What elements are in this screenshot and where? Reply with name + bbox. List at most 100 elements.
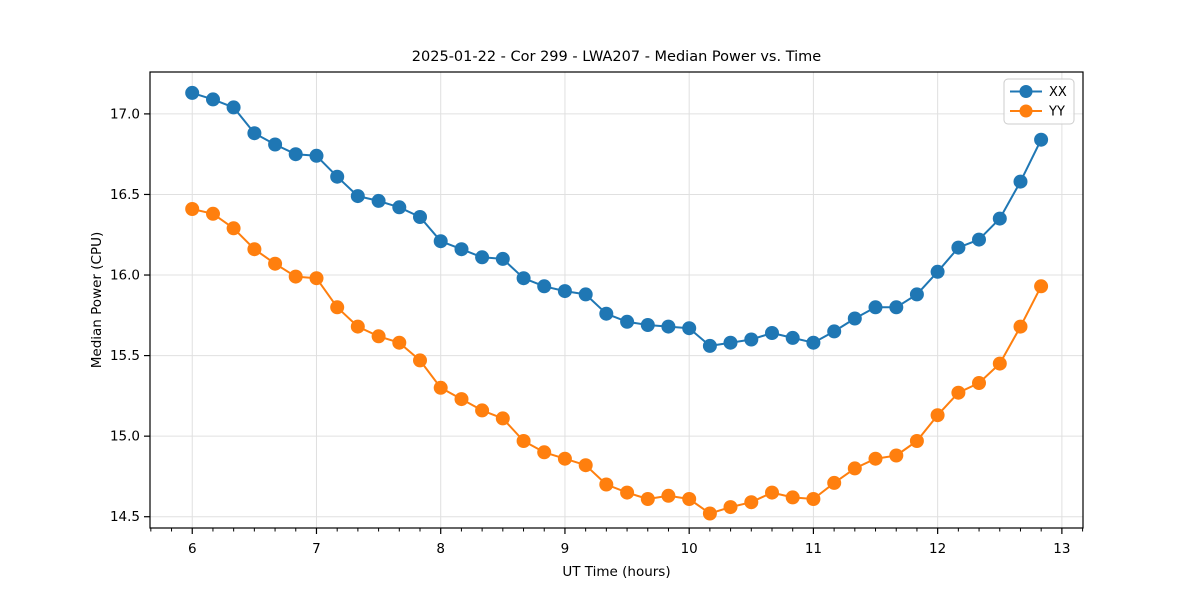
data-point <box>847 461 862 476</box>
data-point <box>371 193 386 208</box>
legend: XX YY <box>1003 78 1075 125</box>
data-point <box>640 318 655 332</box>
data-point <box>475 403 490 418</box>
data-point <box>847 311 862 326</box>
x-tick-label: 8 <box>436 541 445 557</box>
data-point <box>765 485 779 500</box>
data-point <box>309 271 324 286</box>
data-point <box>723 335 738 350</box>
data-point <box>330 300 345 315</box>
chart-title: 2025-01-22 - Cor 299 - LWA207 - Median P… <box>411 49 822 65</box>
data-point <box>806 492 821 506</box>
data-point <box>992 356 1007 371</box>
y-tick-label: 15.5 <box>110 348 140 364</box>
data-point <box>206 92 220 107</box>
data-point <box>268 256 283 271</box>
x-tick-label: 13 <box>1053 541 1070 557</box>
data-point <box>516 271 531 286</box>
data-point <box>268 137 283 152</box>
data-point <box>868 300 883 315</box>
data-point <box>495 411 510 426</box>
data-point <box>868 451 883 466</box>
series-yy <box>185 202 1049 521</box>
data-point <box>909 287 924 302</box>
data-point <box>350 189 365 204</box>
x-axis-label: UT Time (hours) <box>562 564 671 580</box>
data-point <box>827 324 842 339</box>
data-point <box>350 319 365 334</box>
series-xx <box>185 85 1049 353</box>
data-point <box>557 284 572 299</box>
data-point <box>827 475 842 490</box>
data-point <box>557 451 572 466</box>
y-tick-label: 16.5 <box>110 187 140 203</box>
legend-item-xx: XX <box>1010 85 1067 100</box>
data-point <box>578 287 593 302</box>
data-point <box>620 485 635 500</box>
series-line-xx <box>191 91 1043 347</box>
data-point <box>537 279 552 294</box>
data-point <box>495 251 510 266</box>
data-point <box>578 458 593 473</box>
data-point <box>785 330 800 345</box>
data-point <box>475 250 490 265</box>
data-point <box>951 385 966 400</box>
data-point <box>454 392 469 407</box>
data-point <box>951 240 966 255</box>
data-point <box>516 434 531 448</box>
legend-label: YY <box>1048 105 1065 120</box>
data-point <box>1034 132 1049 147</box>
y-axis: 14.5 15.0 15.5 16.0 16.5 17.0 <box>110 106 150 525</box>
data-point <box>288 147 303 162</box>
data-point <box>247 242 262 257</box>
data-point <box>1013 319 1028 334</box>
x-tick-label: 11 <box>805 541 822 557</box>
y-tick-label: 17.0 <box>110 106 140 122</box>
data-point <box>909 434 924 448</box>
data-point <box>413 210 427 224</box>
x-axis: 6 7 8 9 10 11 12 13 <box>150 528 1084 557</box>
data-point <box>640 492 655 506</box>
legend-marker-icon <box>1019 85 1033 98</box>
data-point <box>702 338 717 353</box>
data-point <box>682 492 697 506</box>
grid <box>150 72 1083 528</box>
data-point <box>806 335 821 350</box>
data-point <box>413 353 427 368</box>
data-point <box>309 148 324 163</box>
data-point <box>599 477 614 492</box>
data-point <box>537 445 552 460</box>
data-point <box>889 448 904 463</box>
data-point <box>889 300 904 315</box>
data-point <box>972 376 986 390</box>
data-point <box>765 326 779 340</box>
legend-marker-icon <box>1019 104 1033 118</box>
data-point <box>930 408 945 423</box>
data-point <box>972 232 986 247</box>
data-point <box>723 500 738 515</box>
data-point <box>661 319 676 334</box>
y-tick-label: 14.5 <box>110 509 140 525</box>
data-point <box>371 329 386 344</box>
legend-label: XX <box>1049 85 1067 100</box>
data-point <box>330 169 345 184</box>
data-point <box>1034 279 1049 294</box>
data-point <box>433 234 448 249</box>
data-point <box>433 380 448 395</box>
data-point <box>744 332 759 347</box>
series-line-yy <box>191 208 1043 515</box>
data-point <box>226 100 241 115</box>
data-point <box>599 306 614 321</box>
axes-spines <box>149 71 1084 529</box>
data-point <box>661 488 676 503</box>
y-tick-label: 16.0 <box>110 268 140 284</box>
data-point <box>992 211 1007 226</box>
data-point <box>185 202 200 216</box>
y-axis-label: Median Power (CPU) <box>89 231 105 369</box>
data-point <box>206 206 220 221</box>
data-point <box>620 314 635 329</box>
data-point <box>744 495 759 510</box>
data-point <box>392 200 407 215</box>
